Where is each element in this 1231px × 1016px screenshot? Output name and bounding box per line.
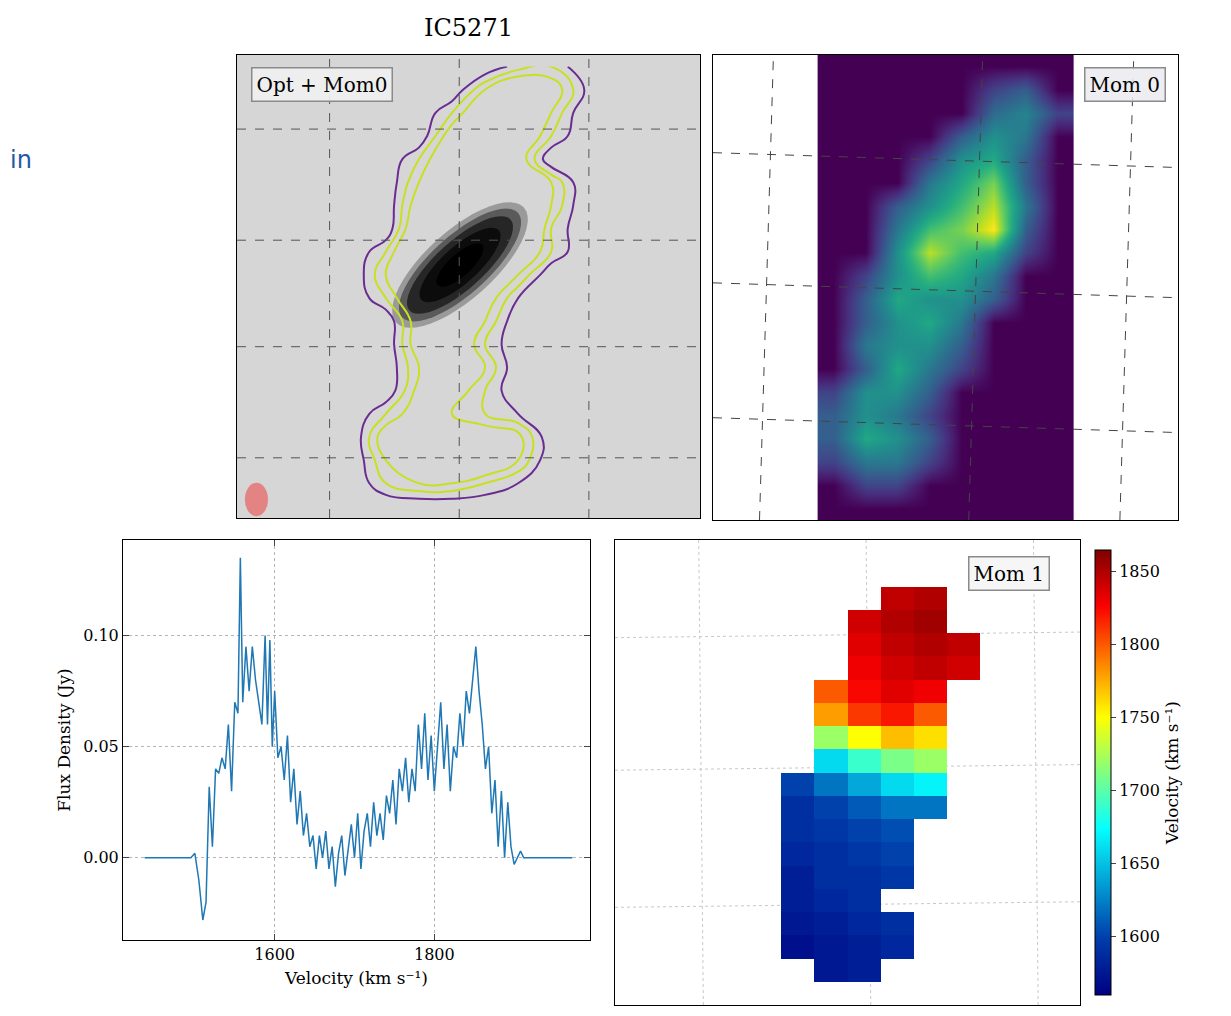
svg-text:1850: 1850	[1119, 562, 1160, 581]
svg-text:1600: 1600	[254, 945, 295, 964]
svg-text:0.00: 0.00	[83, 848, 119, 867]
svg-text:0.10: 0.10	[83, 626, 119, 645]
svg-text:1800: 1800	[414, 945, 455, 964]
svg-text:Velocity (km s⁻¹): Velocity (km s⁻¹)	[284, 968, 428, 988]
svg-text:Flux Density (Jy): Flux Density (Jy)	[54, 668, 74, 812]
svg-text:1650: 1650	[1119, 854, 1160, 873]
svg-text:1800: 1800	[1119, 635, 1160, 654]
svg-text:Mom 1: Mom 1	[974, 562, 1045, 586]
svg-text:in: in	[10, 146, 32, 174]
svg-text:1600: 1600	[1119, 927, 1160, 946]
svg-text:Mom 0: Mom 0	[1090, 73, 1161, 97]
svg-text:Velocity (km s⁻¹): Velocity (km s⁻¹)	[1162, 701, 1182, 845]
svg-text:1750: 1750	[1119, 708, 1160, 727]
svg-text:Opt + Mom0: Opt + Mom0	[257, 73, 388, 97]
svg-text:0.05: 0.05	[83, 737, 119, 756]
svg-text:1700: 1700	[1119, 781, 1160, 800]
svg-text:IC5271: IC5271	[424, 14, 513, 42]
